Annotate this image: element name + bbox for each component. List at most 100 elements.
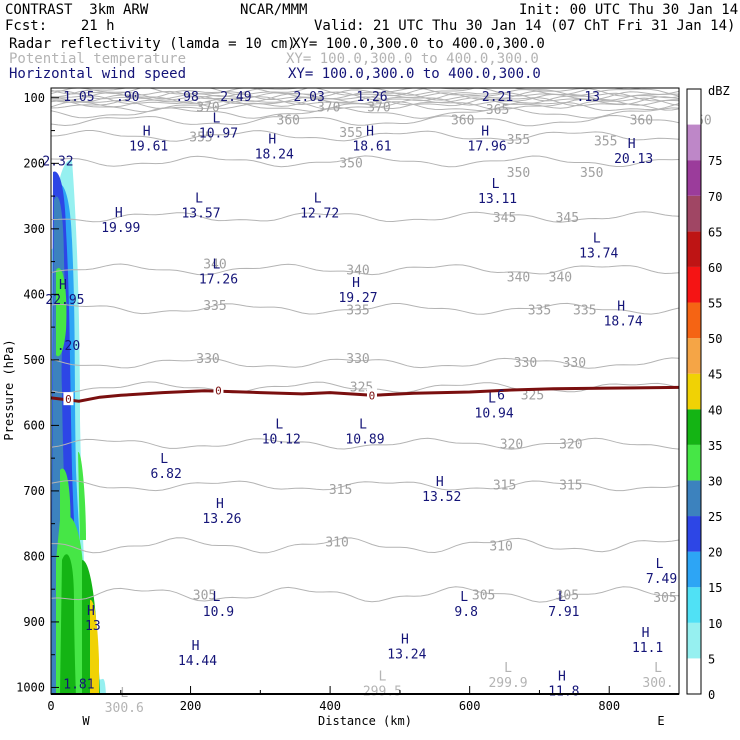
wind-extreme-type: H bbox=[436, 475, 444, 490]
wind-extreme-type: H bbox=[115, 206, 123, 221]
theta-label: 305 bbox=[472, 588, 495, 603]
wind-speed-value: 22.95 bbox=[45, 293, 84, 308]
wind-extreme-type: H bbox=[192, 639, 200, 654]
wind-speed-value: 13.74 bbox=[579, 246, 618, 261]
field-theta-name: Potential temperature bbox=[9, 51, 187, 67]
wind-speed-value: 13 bbox=[85, 619, 101, 634]
colorbar-bin bbox=[687, 231, 701, 267]
wind-extreme-type: L bbox=[195, 191, 203, 206]
west-end-label: W bbox=[82, 714, 90, 728]
theta-extreme-type: L bbox=[504, 661, 512, 676]
zero-degree-isotherm: 0 0 0 bbox=[51, 383, 679, 406]
theta-label: 360 bbox=[277, 113, 300, 128]
field-wind-name: Horizontal wind speed bbox=[9, 66, 187, 82]
wind-speed-value: 1.05 bbox=[63, 90, 94, 105]
wind-extreme-type: L bbox=[488, 391, 496, 406]
x-tick-label: 200 bbox=[180, 699, 202, 713]
theta-contour-320 bbox=[51, 437, 679, 450]
theta-label: 345 bbox=[556, 211, 579, 226]
colorbar-tick-label: 35 bbox=[708, 439, 722, 453]
colorbar-tick-label: 5 bbox=[708, 652, 715, 666]
theta-label: 355 bbox=[339, 126, 362, 141]
wind-extreme-type: H bbox=[617, 300, 625, 315]
theta-contour-305 bbox=[51, 586, 679, 603]
wind-extreme-type: L bbox=[314, 191, 322, 206]
x-axis-label: Distance (km) bbox=[318, 714, 412, 728]
theta-label: 320 bbox=[559, 438, 582, 453]
wind-extreme-type: H bbox=[642, 626, 650, 641]
zero-label-bg bbox=[213, 383, 224, 397]
theta-extreme-value: 300.6 bbox=[105, 701, 144, 716]
wind-extreme-type: L bbox=[213, 112, 221, 127]
colorbar-bin bbox=[687, 266, 701, 303]
wind-extreme-type: L bbox=[160, 452, 168, 467]
colorbar-top-bin bbox=[687, 89, 701, 125]
forecast-hour: Fcst: 21 h bbox=[5, 18, 115, 34]
colorbar-tick-label: 30 bbox=[708, 474, 722, 488]
theta-contour-330 bbox=[51, 357, 679, 369]
theta-label: 305 bbox=[193, 588, 216, 603]
theta-label: 335 bbox=[346, 303, 369, 318]
colorbar-bin bbox=[687, 480, 701, 517]
theta-label: 305 bbox=[556, 588, 579, 603]
theta-label: 335 bbox=[528, 303, 551, 318]
y-tick-label: 100 bbox=[23, 91, 45, 105]
theta-contour-365 bbox=[51, 106, 679, 119]
wind-extreme-type: H bbox=[87, 604, 95, 619]
theta-label: 340 bbox=[346, 263, 369, 278]
wind-speed-value: 2.32 bbox=[42, 155, 73, 170]
theta-extreme-type: L bbox=[379, 670, 387, 685]
theta-label: 355 bbox=[594, 134, 617, 149]
theta-label: 315 bbox=[559, 478, 582, 493]
wind-speed-value: 18.74 bbox=[604, 315, 643, 330]
wind-speed-value: .90 bbox=[116, 90, 139, 105]
wind-speed-value: 18.24 bbox=[255, 148, 294, 163]
colorbar-tick-label: 45 bbox=[708, 368, 722, 382]
theta-label: 370 bbox=[317, 100, 340, 115]
theta-label: 370 bbox=[367, 100, 390, 115]
reflectivity-shading bbox=[51, 159, 106, 694]
dbz-colorbar: 0 5 10 15 20 25 30 35 40 45 50 55 60 65 70 75 dBZ bbox=[686, 84, 730, 702]
theta-label: 315 bbox=[329, 483, 352, 498]
init-time: Init: 00 UTC Thu 30 Jan 14 bbox=[519, 2, 739, 18]
colorbar-tick-label: 60 bbox=[708, 261, 722, 275]
x-tick-label: 0 bbox=[47, 699, 54, 713]
theta-label: 350 bbox=[339, 157, 362, 172]
theta-contour-340 bbox=[51, 263, 679, 276]
y-tick-label: 200 bbox=[23, 156, 45, 170]
wind-speed-value: 17.26 bbox=[199, 273, 238, 288]
theta-label: 330 bbox=[563, 356, 586, 371]
wind-speed-value: .20 bbox=[57, 339, 80, 354]
wind-speed-value: 13.26 bbox=[202, 512, 241, 527]
colorbar-tick-label: 65 bbox=[708, 225, 722, 239]
field-wind-xy: XY= 100.0,300.0 to 400.0,300.0 bbox=[288, 66, 541, 82]
theta-label: 330 bbox=[346, 352, 369, 367]
wind-speed-value: 13.24 bbox=[387, 647, 426, 662]
theta-label: 335 bbox=[573, 303, 596, 318]
field-theta-xy: XY= 100.0,300.0 to 400.0,300.0 bbox=[286, 51, 539, 67]
center-title: NCAR/MMM bbox=[240, 2, 308, 18]
wind-extreme-type: H bbox=[481, 125, 489, 140]
colorbar-unit: dBZ bbox=[708, 84, 730, 98]
colorbar-tick-label: 10 bbox=[708, 617, 722, 631]
theta-label: 365 bbox=[486, 103, 509, 118]
wind-extreme-type: L bbox=[492, 177, 500, 192]
wind-speed-value: 18.61 bbox=[352, 140, 391, 155]
colorbar-bin bbox=[687, 160, 701, 196]
x-tick-label: 400 bbox=[319, 699, 341, 713]
wind-speed-value: 19.99 bbox=[101, 221, 140, 236]
theta-label: 350 bbox=[580, 166, 603, 181]
wind-speed-value: 10.12 bbox=[262, 432, 301, 447]
theta-contour-360 bbox=[51, 114, 679, 127]
theta-label: 325 bbox=[521, 389, 544, 404]
wind-speed-value: 10.9 bbox=[203, 605, 234, 620]
colorbar-tick-label: 20 bbox=[708, 546, 722, 560]
wind-speed-value: 9.8 bbox=[454, 605, 477, 620]
theta-contour-355 bbox=[51, 130, 679, 142]
y-tick-label: 500 bbox=[23, 353, 45, 367]
wind-extreme-type: H bbox=[143, 125, 151, 140]
wind-speed-value: 2.21 bbox=[482, 90, 513, 105]
theta-label: 360 bbox=[451, 113, 474, 128]
